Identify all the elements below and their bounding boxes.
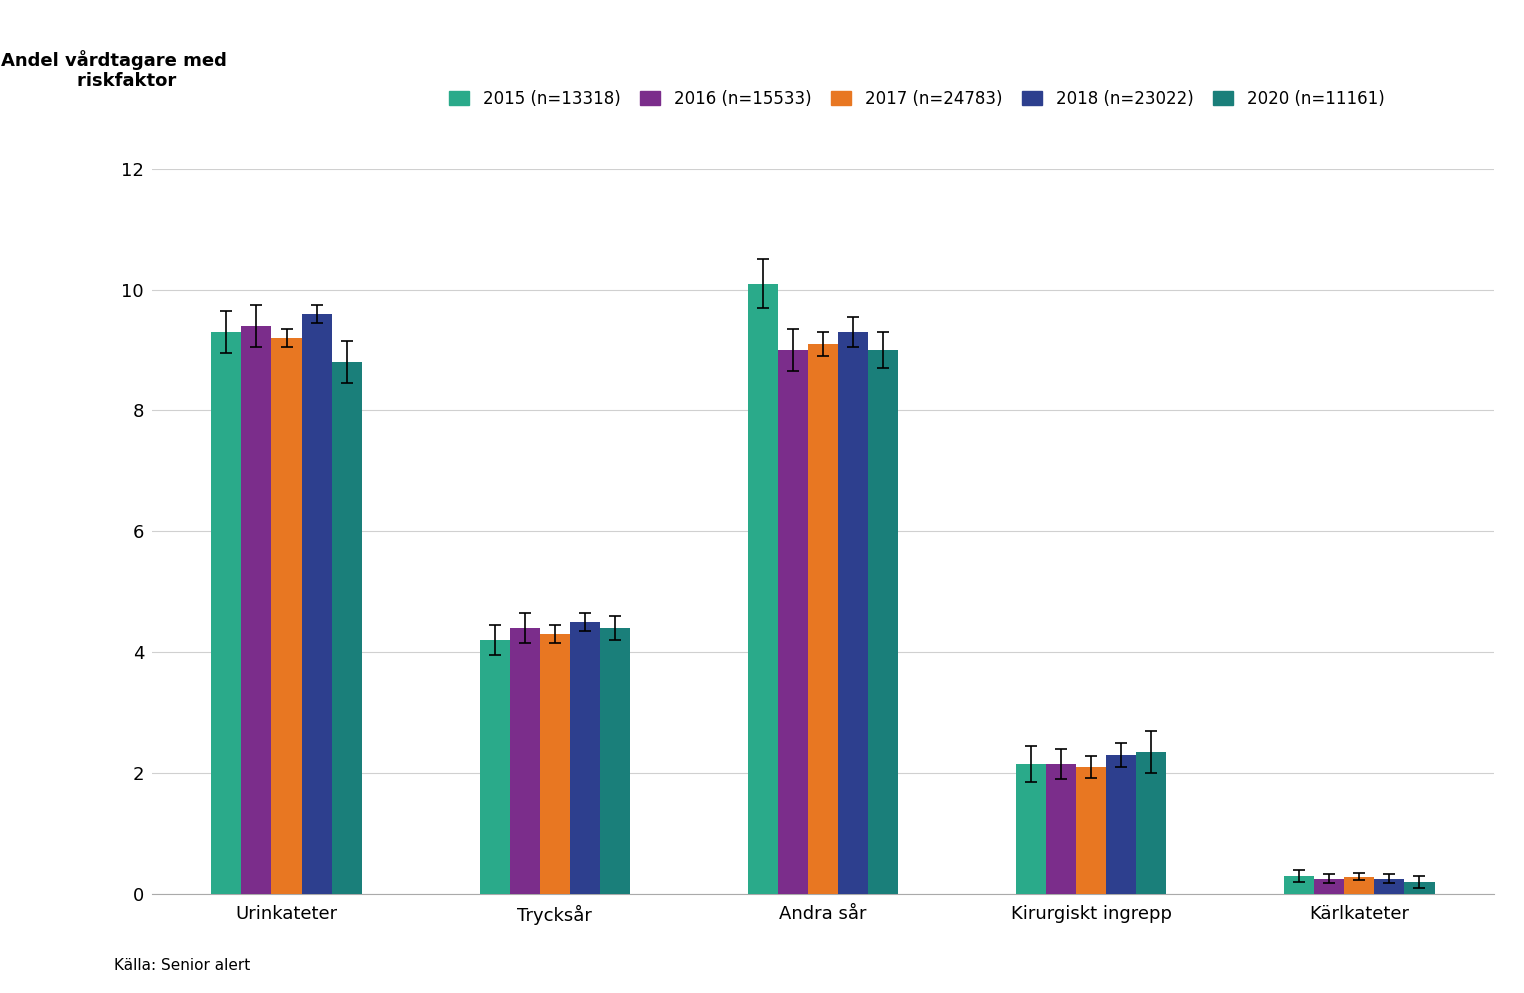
Bar bbox=[838, 332, 869, 894]
Bar bbox=[1045, 764, 1076, 894]
Bar bbox=[1375, 879, 1405, 894]
Bar bbox=[1344, 877, 1375, 894]
Bar bbox=[1076, 767, 1106, 894]
Bar bbox=[212, 332, 241, 894]
Text: Andel vårdtagare med
    riskfaktor: Andel vårdtagare med riskfaktor bbox=[2, 50, 227, 90]
Bar bbox=[509, 628, 539, 894]
Bar bbox=[600, 628, 629, 894]
Bar bbox=[808, 344, 838, 894]
Text: Källa: Senior alert: Källa: Senior alert bbox=[114, 958, 250, 973]
Bar bbox=[1137, 752, 1166, 894]
Bar bbox=[1405, 882, 1434, 894]
Bar bbox=[1285, 876, 1314, 894]
Bar bbox=[302, 314, 332, 894]
Bar bbox=[748, 284, 777, 894]
Bar bbox=[1106, 755, 1137, 894]
Bar bbox=[480, 640, 509, 894]
Bar bbox=[570, 622, 600, 894]
Bar bbox=[777, 351, 808, 894]
Bar bbox=[1314, 879, 1344, 894]
Bar bbox=[332, 362, 361, 894]
Bar bbox=[539, 634, 570, 894]
Bar bbox=[241, 326, 271, 894]
Bar bbox=[869, 351, 898, 894]
Legend: 2015 (n=13318), 2016 (n=15533), 2017 (n=24783), 2018 (n=23022), 2020 (n=11161): 2015 (n=13318), 2016 (n=15533), 2017 (n=… bbox=[450, 90, 1384, 108]
Bar bbox=[1017, 764, 1045, 894]
Bar bbox=[271, 338, 302, 894]
